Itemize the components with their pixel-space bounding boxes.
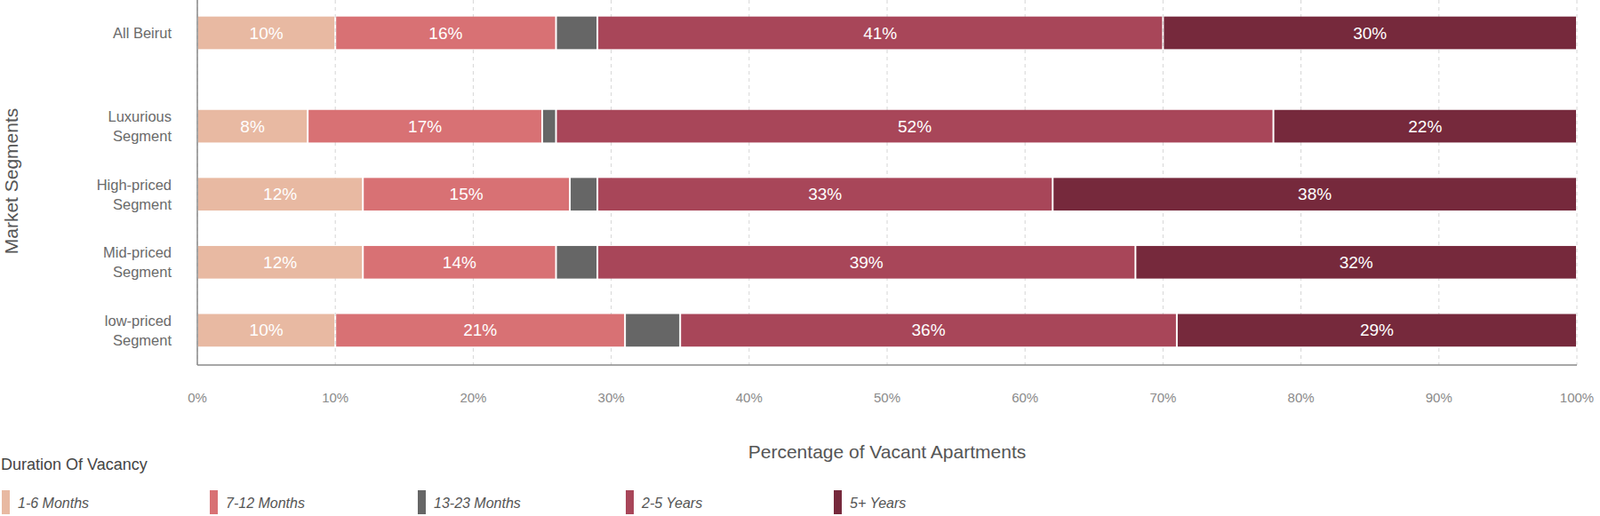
chart: 0% 10% 20% 30% 40% 50% 60% 70% 80% 90% 100% 10% 16% 4… [0,0,1600,516]
bar-segment [598,246,1135,280]
legend-swatch [625,490,634,515]
grid-line [197,0,199,366]
category-label-line: Segment [112,332,172,349]
legend-label: 13-23 Months [433,496,521,512]
data-label: 39% [849,253,884,272]
data-label: 38% [1297,184,1332,204]
bar-segment [198,110,307,144]
bars [198,16,1576,348]
bar-segment [1274,110,1576,144]
y-axis-title: Market Segments [0,108,22,256]
tick-label: 70% [1149,390,1176,406]
legend-label: 5+ Years [849,496,906,512]
data-label: 12% [263,253,297,272]
bar-segment [363,177,569,211]
bar-segment [598,16,1162,50]
legend: Duration Of Vacancy 1-6 Months 7-12 Months… [0,456,906,515]
bar-segment [543,110,556,144]
bar-segment [198,177,362,211]
tick-label: 50% [873,390,901,406]
bar-segment [198,314,335,348]
category-label: Mid-priced Segment [103,244,172,280]
data-label: 33% [808,184,842,204]
axis-line [196,0,199,366]
data-label: 17% [408,117,442,136]
legend-swatch [417,490,426,515]
bar-segment [680,314,1176,348]
bar-segment [557,16,598,50]
category-label-line: All Beirut [112,24,172,41]
legend-label: 7-12 Months [225,496,305,512]
bar-segment [1053,177,1576,211]
legend-label: 1-6 Months [17,496,89,512]
legend-title: Duration Of Vacancy [0,456,148,474]
tick-label: 10% [321,390,349,406]
category-label-line: Luxurious [107,108,172,125]
data-label: 41% [863,24,897,43]
legend-label: 2-5 Years [640,496,703,512]
data-label: 29% [1360,320,1394,340]
bar-segment [1136,246,1576,280]
data-labels: 10% 16% 41% 30% 8% 17% 52% 22% 12% 15% 33% 38% 12% 14… [240,24,1442,341]
bar-segment [308,110,542,144]
bar-segment [198,16,335,50]
tick-label: 40% [736,390,763,406]
category-label: High-priced Segment [96,176,173,213]
category-label-line: High-priced [96,176,172,193]
tick-label: 20% [459,390,487,406]
grid-line [1576,0,1578,366]
data-label: 22% [1408,117,1442,136]
bar-segment [198,246,362,280]
bar-segment [598,177,1052,211]
bar-segment [1163,16,1576,50]
bar-segment [625,314,680,348]
bar-segment [557,246,598,280]
category-label-line: Segment [112,196,172,213]
bar-segment [336,16,555,50]
data-label: 16% [428,24,463,43]
axis-line [197,364,1577,367]
tick-label: 90% [1425,390,1453,406]
category-label-line: Segment [112,264,172,280]
category-label: All Beirut [112,24,172,41]
tick-label: 100% [1560,390,1594,406]
legend-swatch [209,490,218,515]
bar-segment [363,246,555,280]
legend-swatch [1,490,10,515]
category-label: low-priced Segment [104,312,173,349]
category-label-line: Segment [112,128,172,144]
data-label: 10% [249,320,284,340]
data-label: 8% [240,117,265,136]
tick-label: 80% [1288,390,1315,406]
data-label: 15% [449,184,484,204]
data-label: 21% [463,320,497,340]
tick-label: 60% [1011,390,1039,406]
tick-label: 0% [187,390,208,406]
category-label-line: low-priced [104,312,172,329]
data-label: 52% [897,117,932,136]
category-label-line: Mid-priced [103,244,172,261]
tick-label: 30% [598,390,625,406]
data-label: 32% [1339,253,1374,272]
data-label: 14% [442,253,477,272]
bar-segment [1177,314,1576,348]
data-label: 10% [249,24,284,43]
bar-segment [336,314,624,348]
data-label: 12% [263,184,297,204]
bar-segment [557,110,1273,144]
legend-swatch [833,490,842,515]
data-label: 30% [1352,24,1387,43]
category-label: Luxurious Segment [107,108,172,144]
x-axis-title: Percentage of Vacant Apartments [748,441,1026,463]
bar-segment [570,177,597,211]
data-label: 36% [912,320,946,340]
